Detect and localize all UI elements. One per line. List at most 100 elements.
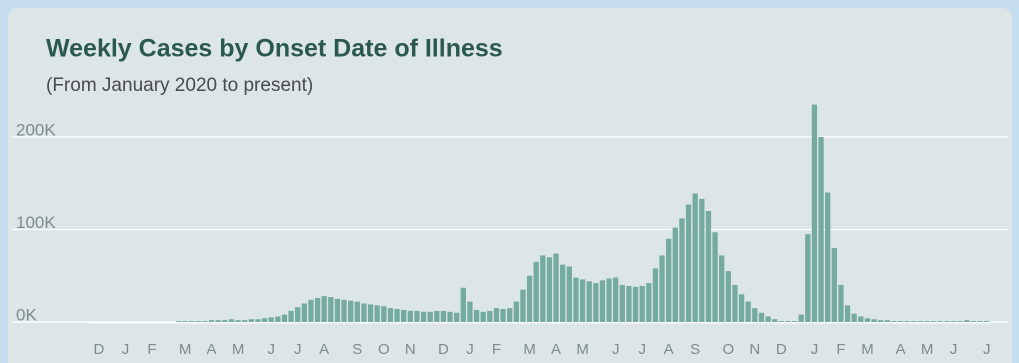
- bar: [931, 321, 937, 322]
- x-tick-label: S: [690, 341, 700, 358]
- bar: [420, 311, 427, 322]
- bar: [659, 255, 665, 322]
- bar: [884, 320, 890, 322]
- bar: [579, 279, 586, 322]
- x-tick-label: J: [122, 341, 130, 358]
- bar: [546, 257, 553, 322]
- bar: [460, 287, 466, 322]
- bar: [818, 137, 824, 322]
- x-tick-label: D: [94, 341, 105, 358]
- x-tick-label: J: [612, 341, 620, 358]
- bar: [407, 310, 413, 322]
- bar: [619, 285, 625, 322]
- bar: [838, 285, 844, 322]
- bar: [427, 311, 433, 322]
- bar: [182, 321, 188, 322]
- bar: [586, 281, 592, 322]
- bar: [719, 255, 725, 322]
- bar: [533, 261, 539, 322]
- bar: [666, 238, 672, 322]
- x-tick-label: M: [523, 341, 536, 358]
- bar: [248, 319, 254, 322]
- bar: [473, 309, 480, 322]
- bar: [526, 275, 533, 322]
- bar: [911, 321, 917, 322]
- bar: [984, 321, 990, 322]
- bar: [520, 289, 526, 322]
- x-tick-label: M: [232, 341, 245, 358]
- bar: [692, 193, 698, 322]
- x-tick-label: D: [776, 341, 787, 358]
- bar: [878, 320, 884, 322]
- bar: [354, 301, 360, 322]
- bar: [414, 310, 420, 322]
- bar: [705, 211, 712, 322]
- x-tick-label: N: [749, 341, 760, 358]
- bar: [632, 286, 639, 322]
- x-tick-label: A: [896, 341, 906, 358]
- bar: [970, 321, 977, 322]
- x-tick-label: M: [861, 341, 874, 358]
- bar: [765, 316, 771, 322]
- bar: [864, 318, 871, 322]
- bar: [599, 280, 606, 322]
- bar: [334, 298, 341, 322]
- bar: [752, 308, 758, 322]
- bar: [831, 248, 837, 322]
- bar: [381, 306, 387, 322]
- x-tick-label: J: [466, 341, 474, 358]
- bar: [401, 309, 407, 322]
- bar: [215, 320, 221, 322]
- bar: [646, 283, 652, 322]
- y-tick-label: 200K: [16, 120, 56, 139]
- bar: [712, 232, 718, 322]
- bar: [454, 312, 460, 322]
- bar: [261, 318, 268, 322]
- bar: [950, 321, 957, 322]
- bar: [301, 303, 307, 322]
- x-tick-label: D: [438, 341, 449, 358]
- x-tick-label: O: [378, 341, 390, 358]
- bar: [844, 305, 851, 322]
- bar: [195, 321, 201, 322]
- x-tick-label: M: [576, 341, 589, 358]
- bar: [685, 204, 692, 322]
- bar: [871, 319, 877, 322]
- chart-subtitle: (From January 2020 to present): [46, 75, 313, 96]
- bar: [493, 308, 500, 322]
- bar: [361, 303, 367, 322]
- bar: [924, 321, 930, 322]
- x-tick-label: J: [267, 341, 275, 358]
- bar: [964, 320, 970, 322]
- bar: [387, 308, 394, 322]
- bar: [811, 104, 818, 322]
- bar: [613, 277, 619, 322]
- x-tick-label: J: [638, 341, 646, 358]
- bar: [513, 301, 519, 322]
- bar: [606, 278, 612, 322]
- bar: [480, 311, 486, 322]
- chart-title: Weekly Cases by Onset Date of Illness: [46, 35, 503, 63]
- bar: [891, 321, 897, 322]
- x-tick-label: A: [319, 341, 329, 358]
- bar: [573, 277, 579, 322]
- bar: [440, 310, 447, 322]
- bar: [566, 266, 572, 322]
- bar: [672, 227, 678, 322]
- x-tick-label: J: [811, 341, 819, 358]
- bar: [242, 320, 248, 322]
- bar: [639, 285, 645, 322]
- bar: [758, 312, 765, 322]
- bar: [791, 321, 798, 322]
- bar: [507, 308, 513, 322]
- bar: [434, 310, 440, 322]
- bar: [367, 304, 374, 322]
- bar: [778, 321, 784, 322]
- x-tick-label: N: [405, 341, 416, 358]
- bar: [725, 271, 731, 322]
- bar: [222, 320, 228, 322]
- x-tick-label: J: [294, 341, 302, 358]
- bar: [255, 319, 261, 322]
- bar: [314, 297, 321, 322]
